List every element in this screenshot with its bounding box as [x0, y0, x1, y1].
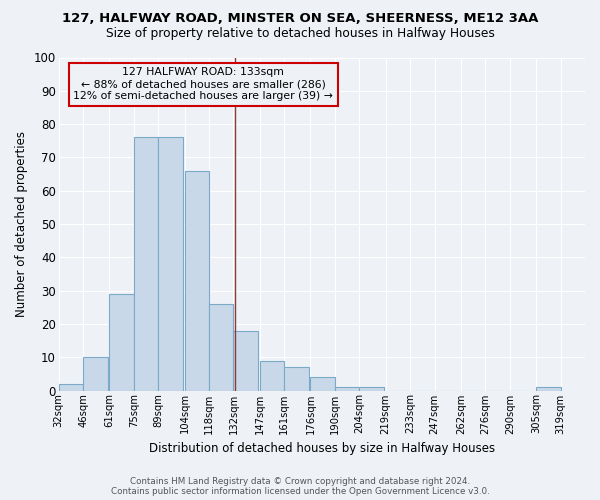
- Bar: [59, 384, 83, 390]
- Bar: [209, 304, 233, 390]
- Bar: [536, 387, 560, 390]
- Bar: [260, 360, 284, 390]
- Bar: [233, 330, 258, 390]
- Y-axis label: Number of detached properties: Number of detached properties: [15, 131, 28, 317]
- X-axis label: Distribution of detached houses by size in Halfway Houses: Distribution of detached houses by size …: [149, 442, 495, 455]
- Bar: [359, 387, 384, 390]
- Bar: [335, 387, 359, 390]
- Text: Size of property relative to detached houses in Halfway Houses: Size of property relative to detached ho…: [106, 28, 494, 40]
- Bar: [83, 357, 107, 390]
- Bar: [185, 170, 209, 390]
- Text: Contains HM Land Registry data © Crown copyright and database right 2024.
Contai: Contains HM Land Registry data © Crown c…: [110, 476, 490, 496]
- Bar: [284, 367, 308, 390]
- Bar: [109, 294, 134, 390]
- Text: 127 HALFWAY ROAD: 133sqm
← 88% of detached houses are smaller (286)
12% of semi-: 127 HALFWAY ROAD: 133sqm ← 88% of detach…: [73, 68, 333, 100]
- Text: 127, HALFWAY ROAD, MINSTER ON SEA, SHEERNESS, ME12 3AA: 127, HALFWAY ROAD, MINSTER ON SEA, SHEER…: [62, 12, 538, 26]
- Bar: [310, 377, 335, 390]
- Bar: [158, 138, 183, 390]
- Bar: [134, 138, 158, 390]
